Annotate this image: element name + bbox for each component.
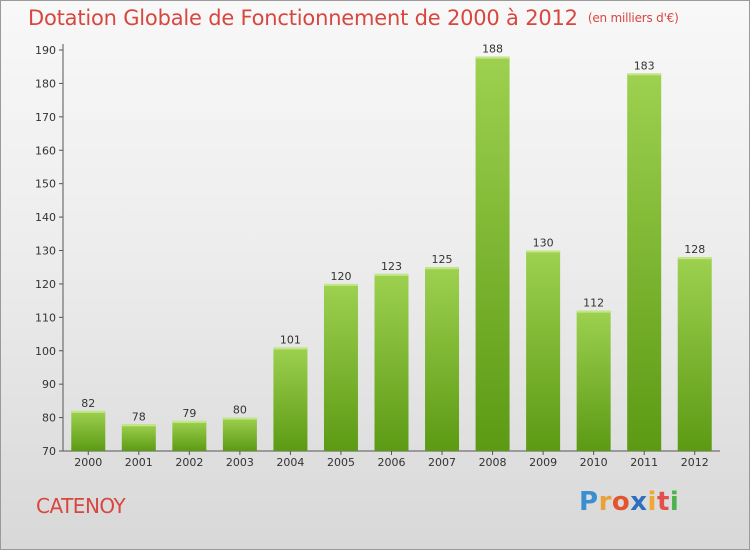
data-label: 123	[381, 260, 402, 273]
bar-top-edge	[677, 257, 712, 260]
data-label: 79	[182, 407, 196, 420]
data-label: 125	[432, 253, 453, 266]
y-tick-label: 80	[42, 412, 56, 425]
y-tick-label: 140	[35, 211, 56, 224]
x-tick-label: 2002	[175, 456, 203, 469]
y-tick-label: 130	[35, 245, 56, 258]
bar	[576, 310, 611, 451]
data-label: 130	[533, 237, 554, 250]
y-tick-label: 70	[42, 445, 56, 458]
bar-top-edge	[526, 250, 561, 253]
bar-top-edge	[172, 420, 207, 423]
bar	[222, 417, 257, 451]
proxiti-logo: Proxiti	[579, 487, 679, 517]
bar	[71, 410, 106, 451]
y-tick-label: 150	[35, 178, 56, 191]
bar-top-edge	[121, 424, 156, 427]
x-tick-label: 2011	[630, 456, 658, 469]
x-tick-label: 2009	[529, 456, 557, 469]
logo-letter: P	[579, 487, 599, 517]
x-tick-label: 2001	[125, 456, 153, 469]
x-tick-label: 2006	[378, 456, 406, 469]
data-label: 78	[132, 410, 146, 423]
y-tick-label: 100	[35, 345, 56, 358]
data-label: 112	[583, 297, 604, 310]
bar-top-edge	[273, 347, 308, 350]
data-label: 128	[684, 243, 705, 256]
bar-top-edge	[71, 410, 106, 413]
bars	[71, 56, 712, 452]
x-tick-label: 2005	[327, 456, 355, 469]
data-label: 82	[81, 397, 95, 410]
bar-top-edge	[323, 283, 358, 286]
x-tick-label: 2007	[428, 456, 456, 469]
logo-letter: r	[598, 487, 612, 517]
bar-top-edge	[374, 273, 409, 276]
town-name: CATENOY	[36, 494, 126, 518]
bar	[374, 273, 409, 451]
x-tick-label: 2000	[74, 456, 102, 469]
chart-title: Dotation Globale de Fonctionnement de 20…	[28, 6, 679, 30]
logo-letter: t	[656, 487, 670, 517]
bar-top-edge	[475, 56, 510, 59]
bar	[677, 257, 712, 451]
logo-letter: x	[630, 487, 648, 517]
data-labels: 82 78 79 80 101 120 123 125 188 130 112 183 128	[81, 43, 705, 424]
logo-letter: o	[611, 487, 631, 517]
y-tick-label: 170	[35, 111, 56, 124]
y-tick-label: 180	[35, 77, 56, 90]
bar	[323, 283, 358, 451]
bar-top-edge	[222, 417, 257, 420]
y-tick-label: 120	[35, 278, 56, 291]
data-label: 183	[634, 59, 655, 72]
bar	[121, 424, 156, 451]
data-label: 120	[330, 270, 351, 283]
logo-letter: i	[669, 487, 680, 517]
bar	[627, 73, 662, 452]
bar-top-edge	[425, 267, 460, 270]
data-label: 80	[233, 404, 247, 417]
bar	[475, 56, 510, 451]
data-label: 101	[280, 333, 301, 346]
x-tick-label: 2012	[681, 456, 709, 469]
y-tick-label: 110	[35, 311, 56, 324]
x-tick-label: 2004	[276, 456, 304, 469]
bar	[172, 420, 207, 451]
chart-title-text: Dotation Globale de Fonctionnement de 20…	[28, 6, 578, 30]
y-tick-label: 90	[42, 378, 56, 391]
x-tick-label: 2008	[479, 456, 507, 469]
y-tick-label: 160	[35, 144, 56, 157]
bar	[273, 347, 308, 451]
bar-top-edge	[576, 310, 611, 313]
logo-letter: i	[647, 487, 657, 517]
y-tick-label: 190	[35, 44, 56, 57]
x-tick-label: 2010	[580, 456, 608, 469]
x-tick-label: 2003	[226, 456, 254, 469]
chart-unit: (en milliers d'€)	[587, 11, 679, 25]
bar	[425, 267, 460, 451]
bar-top-edge	[627, 73, 662, 76]
bar	[526, 250, 561, 451]
data-label: 188	[482, 43, 503, 56]
